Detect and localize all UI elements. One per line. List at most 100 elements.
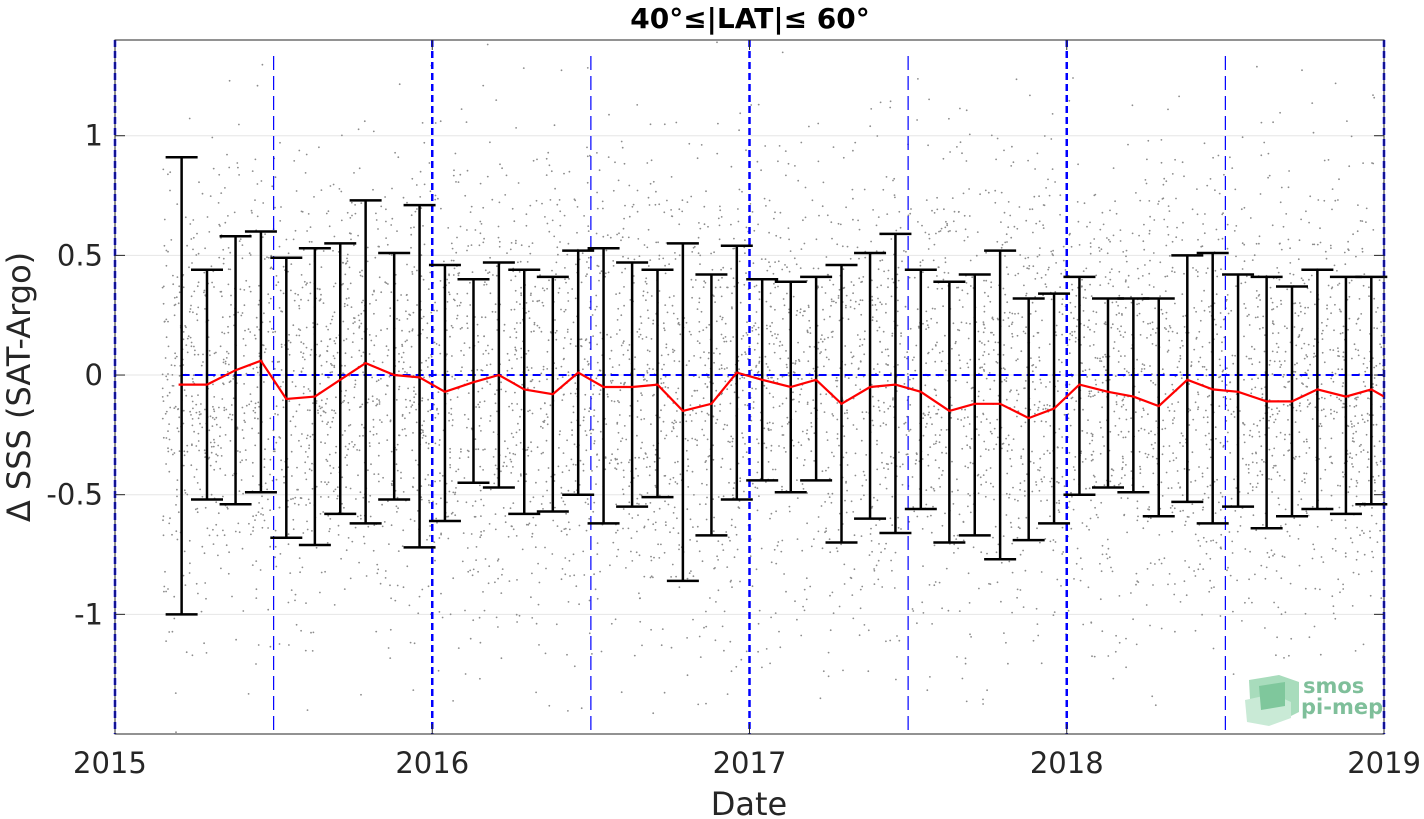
scatter-point xyxy=(707,225,709,228)
scatter-point xyxy=(810,422,813,424)
scatter-point xyxy=(1070,245,1073,248)
scatter-point xyxy=(642,376,645,378)
scatter-point xyxy=(1058,499,1060,502)
scatter-point xyxy=(879,425,882,427)
scatter-point xyxy=(1126,370,1128,373)
scatter-point xyxy=(620,140,623,143)
scatter-point xyxy=(1297,538,1300,540)
scatter-point xyxy=(957,286,960,289)
scatter-point xyxy=(506,252,508,255)
scatter-point xyxy=(211,136,214,139)
scatter-point xyxy=(882,188,885,191)
scatter-point xyxy=(531,412,534,415)
scatter-point xyxy=(370,463,372,466)
scatter-point xyxy=(457,468,460,471)
scatter-point xyxy=(582,469,585,472)
scatter-point xyxy=(977,330,980,333)
scatter-point xyxy=(1366,466,1369,468)
scatter-point xyxy=(237,311,240,314)
scatter-point xyxy=(420,275,423,277)
scatter-point xyxy=(809,585,812,588)
scatter-point xyxy=(731,445,734,448)
scatter-point xyxy=(660,354,663,357)
scatter-point xyxy=(853,307,856,310)
scatter-point xyxy=(1369,530,1371,533)
scatter-point xyxy=(742,335,745,337)
scatter-point xyxy=(640,494,643,497)
scatter-point xyxy=(525,224,528,227)
scatter-point xyxy=(496,265,498,268)
scatter-point xyxy=(257,511,260,513)
scatter-point xyxy=(797,441,800,444)
scatter-point xyxy=(907,214,910,217)
scatter-point xyxy=(1191,503,1194,505)
scatter-point xyxy=(969,322,971,325)
scatter-point xyxy=(966,236,969,238)
scatter-point xyxy=(912,506,915,508)
scatter-point xyxy=(254,402,257,405)
scatter-point xyxy=(562,393,565,396)
scatter-point xyxy=(1141,299,1144,302)
scatter-point xyxy=(1056,467,1059,469)
scatter-point xyxy=(1253,254,1256,257)
scatter-point xyxy=(486,364,488,366)
scatter-point xyxy=(831,413,834,415)
scatter-point xyxy=(1088,528,1090,531)
scatter-point xyxy=(700,144,703,146)
scatter-point xyxy=(941,451,943,454)
scatter-point xyxy=(212,528,214,531)
scatter-point xyxy=(216,534,219,537)
scatter-point xyxy=(333,604,336,606)
scatter-point xyxy=(411,329,414,332)
scatter-point xyxy=(369,494,372,497)
scatter-point xyxy=(884,476,887,479)
scatter-point xyxy=(1209,557,1212,560)
scatter-point xyxy=(372,433,375,436)
scatter-point xyxy=(434,442,437,445)
scatter-point xyxy=(1324,250,1327,253)
scatter-point xyxy=(957,418,959,420)
scatter-point xyxy=(204,247,207,250)
scatter-point xyxy=(689,414,692,416)
scatter-point xyxy=(420,317,423,320)
scatter-point xyxy=(406,299,409,301)
scatter-point xyxy=(641,644,643,647)
scatter-point xyxy=(457,181,460,184)
scatter-point xyxy=(203,552,206,555)
scatter-point xyxy=(1160,627,1163,630)
scatter-point xyxy=(209,195,212,198)
scatter-point xyxy=(943,208,945,211)
scatter-point xyxy=(1284,508,1287,511)
scatter-point xyxy=(962,192,965,195)
scatter-point xyxy=(1334,199,1337,202)
scatter-point xyxy=(1196,275,1199,278)
scatter-point xyxy=(165,336,168,339)
scatter-point xyxy=(952,503,955,505)
scatter-point xyxy=(634,356,636,359)
scatter-point xyxy=(852,355,855,358)
scatter-point xyxy=(1249,550,1251,553)
scatter-point xyxy=(819,697,822,700)
scatter-point xyxy=(593,442,596,445)
scatter-point xyxy=(733,556,736,559)
scatter-point xyxy=(1271,308,1273,311)
scatter-point xyxy=(249,393,252,395)
scatter-point xyxy=(786,266,788,269)
scatter-point xyxy=(555,329,558,332)
scatter-point xyxy=(173,407,176,409)
scatter-point xyxy=(514,289,517,292)
scatter-point xyxy=(241,312,244,314)
scatter-point xyxy=(744,252,746,255)
scatter-point xyxy=(1226,569,1228,572)
scatter-point xyxy=(552,519,555,522)
scatter-point xyxy=(821,547,824,550)
scatter-point xyxy=(666,199,668,202)
scatter-point xyxy=(628,344,631,346)
scatter-point xyxy=(228,551,231,554)
scatter-point xyxy=(599,369,602,372)
scatter-point xyxy=(890,462,893,465)
scatter-point xyxy=(1362,381,1365,383)
scatter-point xyxy=(663,404,666,407)
scatter-point xyxy=(1050,250,1053,253)
scatter-point xyxy=(936,196,938,199)
